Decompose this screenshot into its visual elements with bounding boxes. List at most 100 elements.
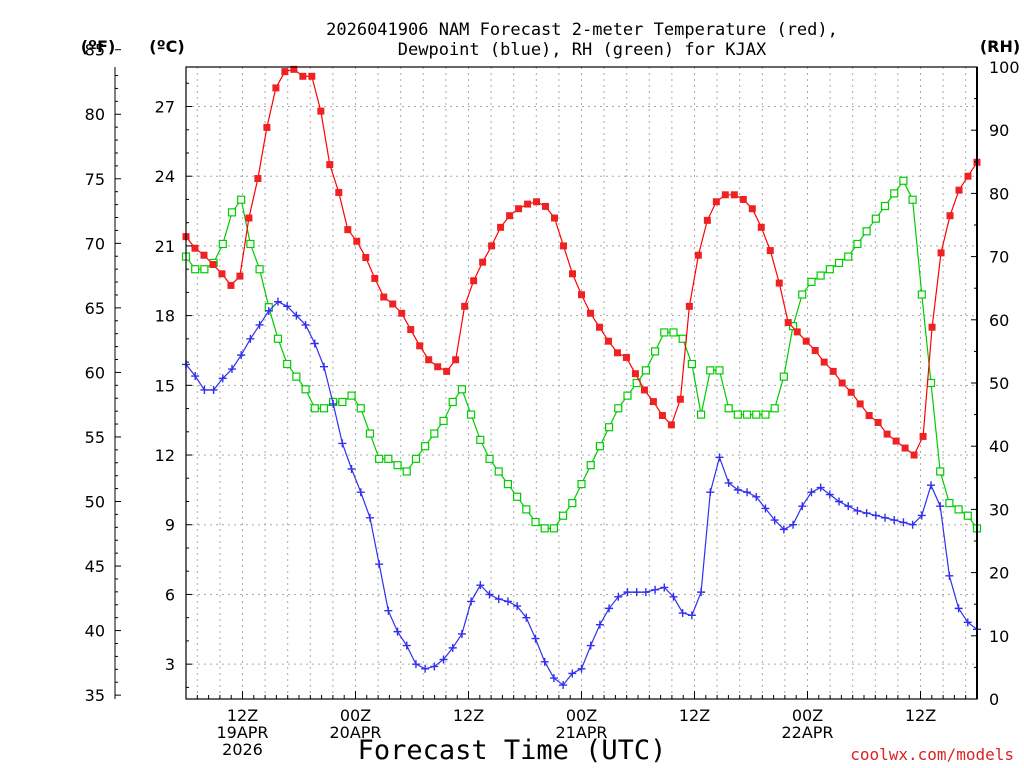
- rh-point: [356, 404, 365, 413]
- rh-point: [899, 176, 908, 185]
- temperature-point: [793, 328, 801, 336]
- temperature-point: [586, 309, 594, 317]
- rh-point: [292, 372, 301, 381]
- temperature-point: [209, 261, 217, 268]
- dewpoint-point: [917, 511, 926, 520]
- rh-point: [917, 290, 926, 299]
- dewpoint-point: [687, 611, 696, 620]
- temperature-point: [452, 356, 460, 364]
- temperature-point: [658, 412, 666, 420]
- temperature-point: [937, 249, 945, 257]
- dewpoint-point: [522, 613, 531, 622]
- rh-point: [384, 454, 393, 463]
- celsius-axis: 3 6 9 12 15 18 21 24 27: [155, 82, 192, 688]
- temperature-point: [272, 84, 280, 92]
- temperature-point: [694, 251, 702, 259]
- temperature-point: [263, 123, 271, 131]
- temperature-point: [335, 188, 343, 196]
- dewpoint-point: [844, 502, 853, 511]
- rh-point: [393, 461, 402, 470]
- celsius-axis-label: (ºC): [149, 37, 184, 56]
- temperature-point: [461, 302, 469, 310]
- time-tick-label: 21APR: [555, 723, 607, 742]
- dewpoint-point: [853, 506, 862, 515]
- temperature-point: [766, 247, 774, 255]
- dewpoint-point: [807, 488, 816, 497]
- temperature-point: [488, 242, 496, 250]
- dewpoint-point: [595, 620, 604, 629]
- dewpoint-point: [963, 618, 972, 627]
- temperature-point: [506, 212, 514, 220]
- temperature-point: [640, 386, 648, 394]
- rh-point: [641, 366, 650, 375]
- temperature-point: [802, 337, 810, 345]
- dewpoint-point: [715, 453, 724, 462]
- rh-point: [936, 467, 945, 476]
- dewpoint-point: [191, 372, 200, 381]
- dewpoint-point: [467, 597, 476, 606]
- rh-point: [862, 227, 871, 236]
- dewpoint-point: [531, 634, 540, 643]
- temperature-point: [721, 191, 729, 199]
- dewpoint-point: [724, 478, 733, 487]
- temperature-point: [326, 161, 334, 169]
- temperature-point: [847, 388, 855, 396]
- rh-point: [687, 359, 696, 369]
- dewpoint-point: [697, 588, 706, 597]
- rh-point: [218, 239, 227, 249]
- temperature-point: [910, 451, 918, 459]
- time-tick-label: 12Z: [679, 706, 710, 725]
- temperature-point: [811, 346, 819, 354]
- rh-point: [485, 454, 494, 463]
- rh-point: [834, 258, 844, 268]
- temperature-point: [236, 272, 244, 280]
- dewpoint-point: [439, 655, 448, 664]
- temperature-point: [748, 205, 756, 213]
- rh-point: [457, 385, 467, 394]
- rh-point: [522, 505, 531, 514]
- dewpoint-point: [954, 604, 963, 613]
- rh-tick-label: 90: [989, 121, 1009, 140]
- dewpoint-point: [559, 681, 568, 690]
- temperature-point: [254, 175, 262, 183]
- rh-point: [421, 442, 430, 451]
- dewpoint-point: [338, 439, 347, 448]
- temperature-point: [497, 223, 505, 231]
- dewpoint-point: [927, 481, 936, 490]
- dewpoint-point: [393, 627, 402, 636]
- rh-point: [540, 524, 549, 533]
- plot-frame: [185, 66, 978, 700]
- celsius-tick-label: 15: [155, 376, 175, 395]
- rh-point: [733, 410, 742, 419]
- dewpoint-point: [411, 660, 420, 669]
- temperature-point: [604, 337, 612, 345]
- dewpoint-point: [301, 320, 310, 329]
- rh-tick-label: 10: [989, 627, 1009, 646]
- temperature-point: [865, 412, 873, 420]
- temperature-point: [667, 421, 675, 429]
- temperature-point: [928, 323, 936, 331]
- dewpoint-point: [457, 629, 466, 638]
- rh-point: [549, 524, 559, 533]
- time-tick-label: 00Z: [566, 706, 597, 725]
- dewpoint-point: [586, 641, 595, 650]
- dewpoint-point: [706, 488, 715, 497]
- rh-point: [770, 404, 779, 413]
- time-tick-label: 12Z: [453, 706, 484, 725]
- rh-point: [559, 511, 568, 520]
- dewpoint-point: [356, 488, 365, 497]
- dewpoint-point: [835, 497, 844, 506]
- dewpoint-point: [890, 516, 899, 525]
- dewpoint-point: [209, 385, 218, 394]
- dewpoint-point: [641, 588, 650, 597]
- temperature-point: [191, 244, 199, 252]
- rh-tick-label: 30: [989, 500, 1009, 519]
- rh-point: [623, 391, 632, 400]
- fahrenheit-tick-label: 75: [85, 170, 105, 189]
- temperature-point: [371, 274, 379, 282]
- time-tick-label: 20APR: [329, 723, 381, 742]
- dewpoint-point: [614, 592, 623, 601]
- dewpoint-point: [246, 334, 255, 343]
- fahrenheit-tick-label: 80: [85, 105, 105, 124]
